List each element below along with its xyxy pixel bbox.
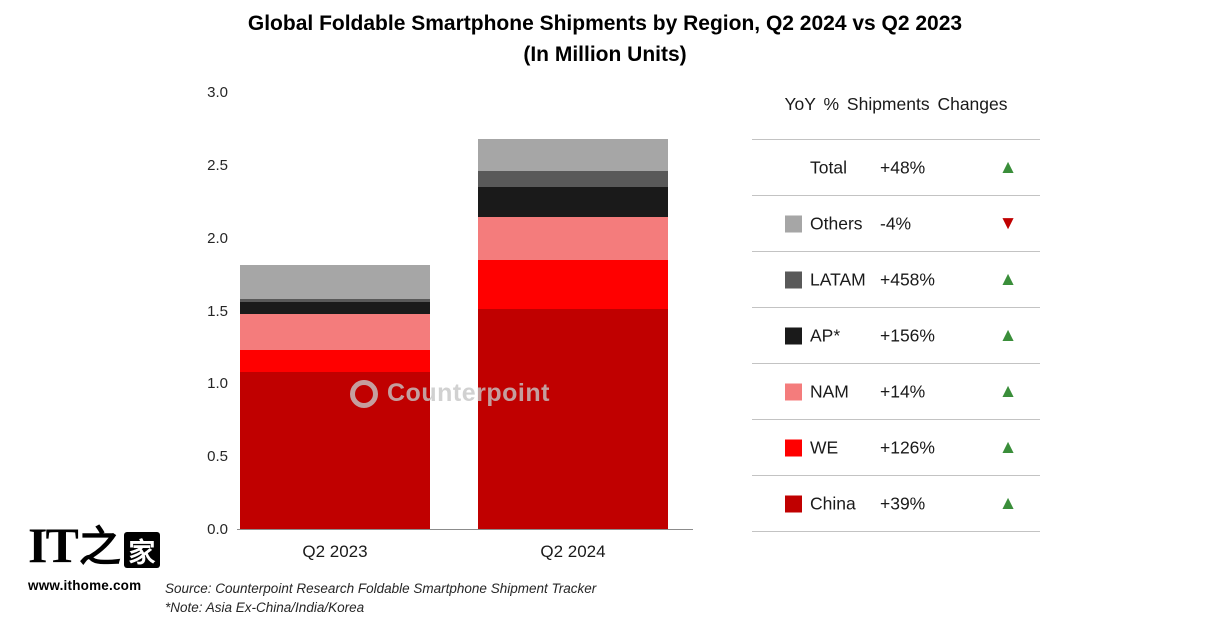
segment-we-q2-2024 [478, 259, 668, 309]
yoy-change-value: +458% [880, 269, 935, 289]
yoy-row-total: Total +48% ▲ [752, 140, 1040, 196]
chart-title-line2: (In Million Units) [523, 43, 687, 66]
counterpoint-watermark: Counterpoint [350, 379, 550, 408]
ithome-logo-jia: 家 [123, 532, 160, 568]
stacked-bar-q2-2024 [478, 138, 668, 529]
segment-ap-q2-2024 [478, 186, 668, 218]
segment-latam-q2-2023 [240, 298, 430, 302]
segment-others-q2-2023 [240, 265, 430, 299]
region-label: NAM [810, 381, 849, 401]
source-note: Source: Counterpoint Research Foldable S… [165, 581, 597, 596]
up-triangle-icon: ▲ [998, 380, 1018, 402]
footnotes: Source: Counterpoint Research Foldable S… [165, 579, 596, 617]
y-tick-label: 3.0 [207, 84, 228, 101]
yoy-row-latam: LATAM +458% ▲ [752, 252, 1040, 308]
y-tick-label: 0.5 [207, 448, 228, 466]
yoy-change-value: +48% [880, 157, 926, 177]
ap-color-swatch [785, 327, 802, 344]
counterpoint-watermark-text: Counterpoint [387, 379, 550, 407]
y-tick-label: 2.0 [207, 229, 228, 247]
region-label: Total [810, 157, 847, 177]
ithome-logo-it: IT [28, 517, 79, 573]
y-tick-label: 1.5 [207, 302, 228, 320]
we-color-swatch [785, 439, 802, 456]
x-tick-label-q2-2024: Q2 2024 [540, 542, 606, 561]
y-axis: 3.0 2.5 2.0 1.5 1.0 0.5 0.0 [168, 84, 228, 538]
x-tick-label-q2-2023: Q2 2023 [302, 542, 368, 561]
up-triangle-icon: ▲ [998, 492, 1018, 514]
latam-color-swatch [785, 271, 802, 288]
region-label: WE [810, 437, 839, 457]
yoy-row-ap: AP* +156% ▲ [752, 308, 1040, 364]
segment-nam-q2-2023 [240, 313, 430, 350]
y-tick-label: 2.5 [207, 156, 228, 174]
others-color-swatch [785, 215, 802, 232]
yoy-panel-header: YoY % Shipments Changes [784, 94, 1008, 114]
segment-ap-q2-2023 [240, 301, 430, 314]
yoy-table: Total +48% ▲ Others -4% ▼ LATAM +458% ▲ AP* +156% ▲… [752, 139, 1040, 532]
ithome-logo: IT 之 家 www.ithome.com [28, 512, 160, 593]
yoy-change-value: +14% [880, 381, 926, 401]
segment-we-q2-2023 [240, 349, 430, 372]
yoy-row-others: Others -4% ▼ [752, 196, 1040, 252]
counterpoint-logo-icon [350, 379, 378, 408]
yoy-change-value: +126% [880, 437, 935, 457]
up-triangle-icon: ▲ [998, 436, 1018, 458]
nam-color-swatch [785, 383, 802, 400]
china-color-swatch [785, 495, 802, 512]
yoy-row-we: WE +126% ▲ [752, 420, 1040, 476]
segment-others-q2-2024 [478, 138, 668, 171]
yoy-change-value: +39% [880, 493, 926, 513]
ithome-url: www.ithome.com [28, 578, 142, 593]
y-tick-label: 0.0 [207, 521, 228, 538]
segment-china-q2-2023 [240, 371, 430, 529]
region-label: China [810, 493, 856, 513]
chart-title: Global Foldable Smartphone Shipments by … [0, 8, 1210, 70]
y-tick-label: 1.0 [207, 375, 228, 393]
yoy-row-nam: NAM +14% ▲ [752, 364, 1040, 420]
ithome-logo-zhi: 之 [78, 523, 121, 570]
up-triangle-icon: ▲ [998, 324, 1018, 346]
up-triangle-icon: ▲ [998, 156, 1018, 178]
plot-area [237, 93, 693, 530]
yoy-row-china: China +39% ▲ [752, 476, 1040, 532]
yoy-change-value: +156% [880, 325, 935, 345]
stacked-bar-q2-2023 [240, 265, 430, 529]
chart-title-line1: Global Foldable Smartphone Shipments by … [247, 12, 963, 35]
asterisk-note: *Note: Asia Ex-China/India/Korea [165, 600, 365, 615]
region-label: LATAM [810, 269, 866, 289]
segment-latam-q2-2024 [478, 170, 668, 187]
up-triangle-icon: ▲ [998, 268, 1018, 290]
region-label: AP* [810, 325, 841, 345]
region-label: Others [810, 213, 863, 233]
yoy-change-value: -4% [880, 213, 912, 233]
down-triangle-icon: ▼ [998, 212, 1018, 234]
ithome-logo-glyphs: IT 之 家 [28, 512, 160, 572]
segment-nam-q2-2024 [478, 217, 668, 260]
segment-china-q2-2024 [478, 309, 668, 529]
